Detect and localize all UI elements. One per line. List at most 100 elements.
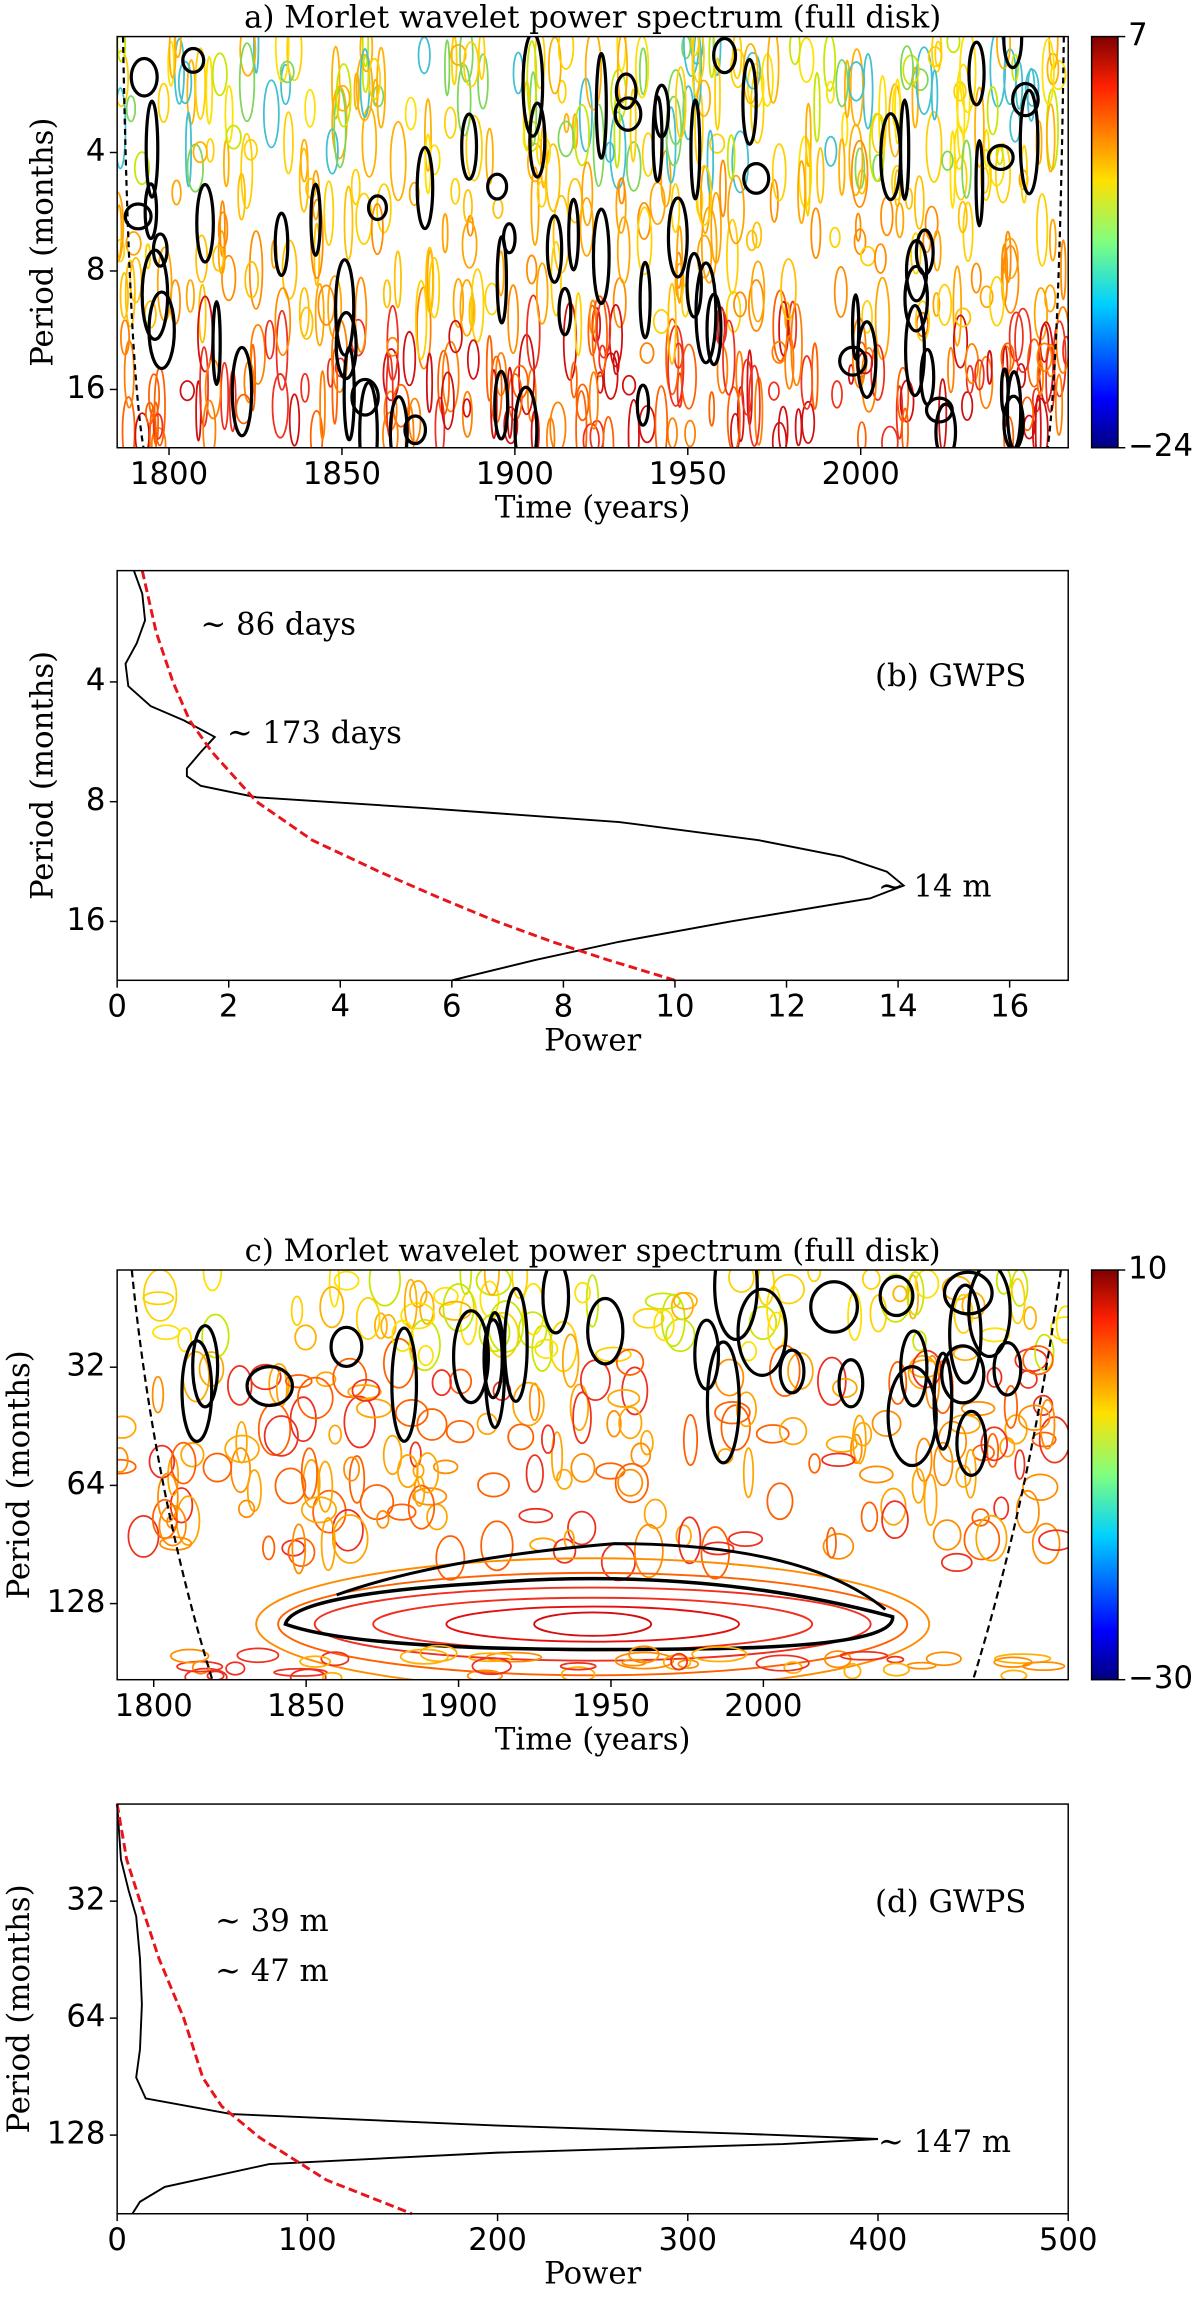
contour [673,1291,698,1310]
contour [594,52,608,160]
contour [158,1504,187,1547]
contour [607,1389,641,1408]
contour [947,346,955,394]
contour [348,1455,366,1504]
contour [191,1324,220,1409]
contour [223,139,230,188]
contour [329,1325,364,1369]
contour [283,111,294,175]
contour [666,417,678,448]
contour [147,290,176,371]
contour [402,330,417,387]
contour [334,258,356,357]
annotation: ~ 47 m [215,1953,328,1989]
contour [736,386,745,443]
x-axis-label: Time (years) [495,490,691,526]
contour [273,1667,328,1677]
contour [257,1402,292,1456]
contour [382,1434,403,1476]
contour [1036,342,1053,372]
x-tick-label: 100 [278,2222,337,2258]
contour [874,276,891,361]
contour [675,66,687,139]
contour [633,1523,664,1579]
contour [351,1378,381,1402]
contour [1022,1473,1059,1501]
contour [294,1324,317,1351]
contour [450,177,461,205]
contour [625,141,642,192]
contour [414,280,428,360]
contour [372,85,385,108]
contour [355,53,374,122]
contour [861,1270,881,1290]
x-tick-label: 1900 [476,456,554,492]
contour [263,1415,299,1457]
contour [225,1661,246,1676]
contour [768,381,780,401]
contour [934,402,958,448]
panel: −24 7 1800 1850 1900 1950 2000 4 8 16 a) Morlet wa… [25,0,1194,526]
contour [874,243,887,274]
contour [449,43,467,66]
contour [949,130,956,209]
contour [606,1409,622,1438]
panel: −30 10 1800 1850 1900 1950 2000 32 64 128 c) Morle… [1,1233,1193,1758]
contour [169,1648,210,1664]
contour [291,1523,307,1575]
contour [480,1520,514,1572]
contour [986,85,999,136]
contour [974,359,985,391]
contour [333,1270,360,1291]
contour [627,398,640,448]
contour [1045,88,1059,171]
contour [428,256,441,319]
contour [994,142,1011,204]
contour [526,254,538,285]
chart-title: c) Morlet wavelet power spectrum (full d… [245,1233,941,1269]
contour [849,48,864,127]
contour [117,50,130,108]
contour [731,36,743,80]
contour [425,246,435,314]
y-axis-label: Period (months) [1,1884,37,2133]
x-tick-label: 500 [1039,2222,1098,2258]
contour [521,36,545,138]
contour [780,258,797,320]
contour [937,283,953,326]
y-tick-label: 4 [86,662,106,698]
contour [416,1408,448,1441]
contour [279,60,295,84]
contour [230,345,254,438]
contour [1018,88,1040,196]
contour [1038,1529,1069,1551]
contour [248,230,264,310]
contour [466,1669,503,1680]
contour [173,36,182,59]
contour [808,1453,821,1474]
contour [680,343,697,410]
contour [288,393,301,447]
contour [477,36,486,80]
contour [938,378,948,448]
contour [536,180,548,208]
contour [343,185,354,261]
contour [159,1536,193,1551]
contour [462,398,472,418]
contour [694,261,718,365]
contour [986,349,993,385]
x-tick-label: 0 [107,989,127,1025]
contour [533,1611,653,1637]
contour [798,37,815,84]
contour [778,1416,808,1446]
contour [475,1270,512,1297]
contour [525,1454,544,1493]
contour [726,218,739,295]
contour [1044,284,1057,313]
contour [327,275,343,339]
plot-frame [116,1803,1069,2215]
panel: ~ 39 m ~ 47 m (d) GWPS ~ 147 m 0 100 200 300 400… [1,1803,1098,2292]
contour [323,180,335,246]
contour [416,1452,440,1494]
y-tick-label: 64 [66,1466,105,1502]
